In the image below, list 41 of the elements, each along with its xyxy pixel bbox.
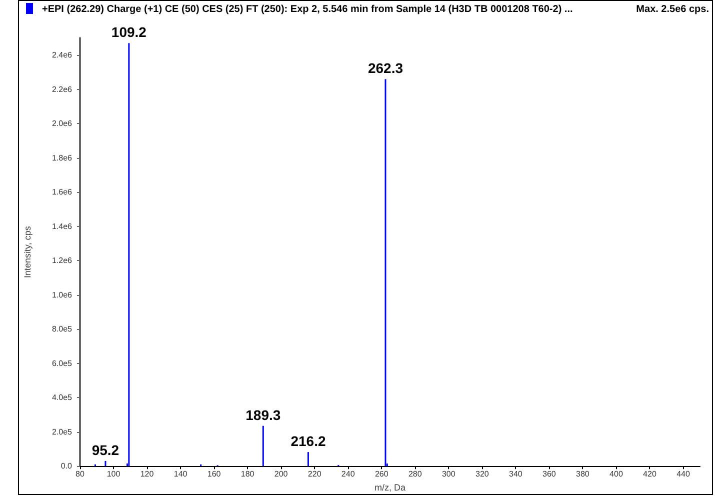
annotation: 109.2 [111,24,147,40]
chart-title: +EPI (262.29) Charge (+1) CE (50) CES (25) FT (250): Exp 2, 5.546 min from Sample 14 (H3D TB 0001208 T60-2) ... [42,4,573,15]
x-tick-label: 100 [106,470,121,479]
x-tick-label: 180 [240,470,255,479]
x-tick-label: 120 [140,470,154,479]
annotation: 189.3 [246,406,281,423]
x-axis-title: m/z, Da [374,482,406,492]
annotation: 95.2 [92,442,120,458]
x-tick-label: 160 [207,470,222,479]
x-tick-label: 200 [274,470,288,479]
y-tick-label: 1.4e6 [52,222,73,231]
y-tick-label: 1.8e6 [52,153,73,162]
x-tick-label: 240 [341,470,356,479]
y-tick-label: 2.0e6 [52,119,73,128]
y-tick-label: 1.2e6 [52,256,73,266]
y-tick-label: 0.0 [60,462,73,471]
x-tick-label: 380 [576,470,590,479]
y-axis-title: Intensity, cps [22,226,32,278]
y-tick-label: 8.0e5 [52,324,73,334]
y-tick-label: 1.0e6 [52,290,73,300]
x-tick-label: 300 [442,470,456,479]
y-tick-label: 2.4e6 [52,50,73,60]
x-tick-label: 140 [174,470,188,479]
text: Max. 2.5e6 cps. [636,4,709,15]
y-tick-label: 2.2e6 [52,84,73,94]
x-tick-label: 80 [76,470,85,479]
x-tick-label: 400 [610,470,624,479]
x-tick-label: 320 [475,470,490,479]
x-tick-label: 440 [676,470,690,479]
y-tick-label: 1.6e6 [52,188,73,197]
x-tick-label: 260 [374,470,389,479]
x-tick-label: 340 [508,470,523,479]
y-tick-label: 2.0e5 [52,427,73,436]
x-tick-label: 360 [542,470,556,479]
x-tick-label: 420 [643,470,657,479]
x-tick-label: 220 [308,470,322,479]
x-tick-label: 280 [408,470,422,479]
y-tick-label: 6.0e5 [52,358,73,368]
y-tick-label: 4.0e5 [52,393,73,402]
annotation: 216.2 [290,433,326,450]
annotation: 262.3 [368,60,404,76]
